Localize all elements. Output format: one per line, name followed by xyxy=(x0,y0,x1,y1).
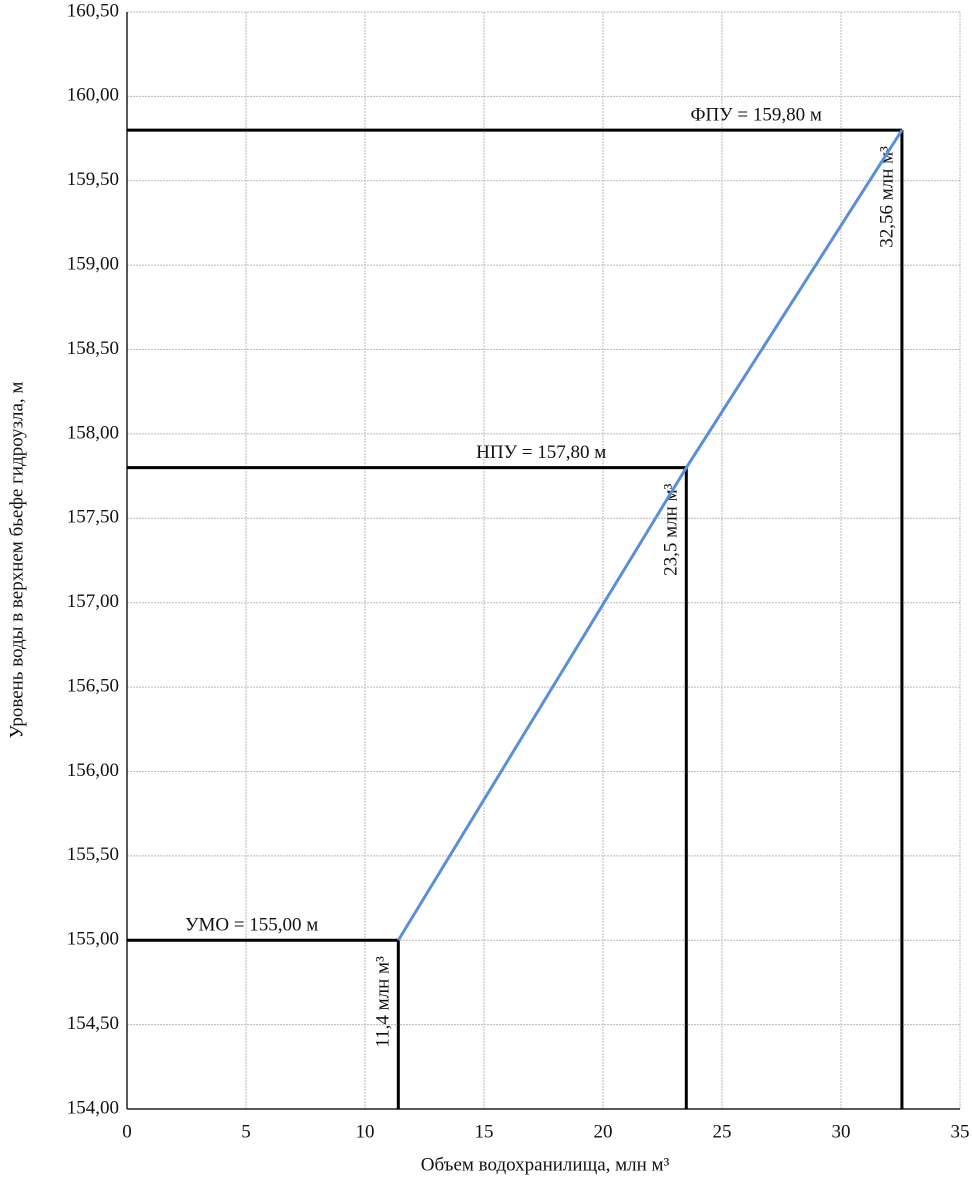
x-tick-label: 20 xyxy=(594,1121,613,1142)
y-tick-label: 154,50 xyxy=(67,1013,119,1034)
level-label: ФПУ = 159,80 м xyxy=(690,104,821,125)
y-tick-label: 157,50 xyxy=(67,507,119,528)
x-tick-label: 15 xyxy=(475,1121,494,1142)
y-tick-label: 160,50 xyxy=(67,0,119,21)
x-tick-label: 35 xyxy=(951,1121,970,1142)
volume-label: 23,5 млн м³ xyxy=(661,483,682,575)
y-tick-label: 156,50 xyxy=(67,675,119,696)
x-tick-label: 5 xyxy=(241,1121,251,1142)
y-tick-label: 155,00 xyxy=(67,929,119,950)
y-tick-label: 159,50 xyxy=(67,169,119,190)
y-tick-label: 157,00 xyxy=(67,591,119,612)
y-tick-label: 160,00 xyxy=(67,85,119,106)
volume-label: 32,56 млн м³ xyxy=(876,146,897,248)
y-tick-label: 155,50 xyxy=(67,844,119,865)
volume-label: 11,4 млн м³ xyxy=(373,956,394,1048)
y-tick-label: 158,50 xyxy=(67,338,119,359)
x-tick-label: 10 xyxy=(356,1121,375,1142)
y-tick-label: 159,00 xyxy=(67,254,119,275)
x-tick-label: 0 xyxy=(122,1121,132,1142)
x-tick-label: 25 xyxy=(713,1121,732,1142)
data-line xyxy=(397,129,904,942)
y-tick-label: 156,00 xyxy=(67,760,119,781)
y-axis-title: Уровень воды в верхнем бьефе гидроузла, … xyxy=(6,382,27,739)
level-label: НПУ = 157,80 м xyxy=(476,442,606,463)
x-tick-label: 30 xyxy=(832,1121,851,1142)
y-tick-label: 158,00 xyxy=(67,422,119,443)
level-label: УМО = 155,00 м xyxy=(185,915,318,936)
y-tick-label: 154,00 xyxy=(67,1097,119,1118)
x-axis-title: Объем водохранилища, млн м³ xyxy=(421,1154,670,1175)
